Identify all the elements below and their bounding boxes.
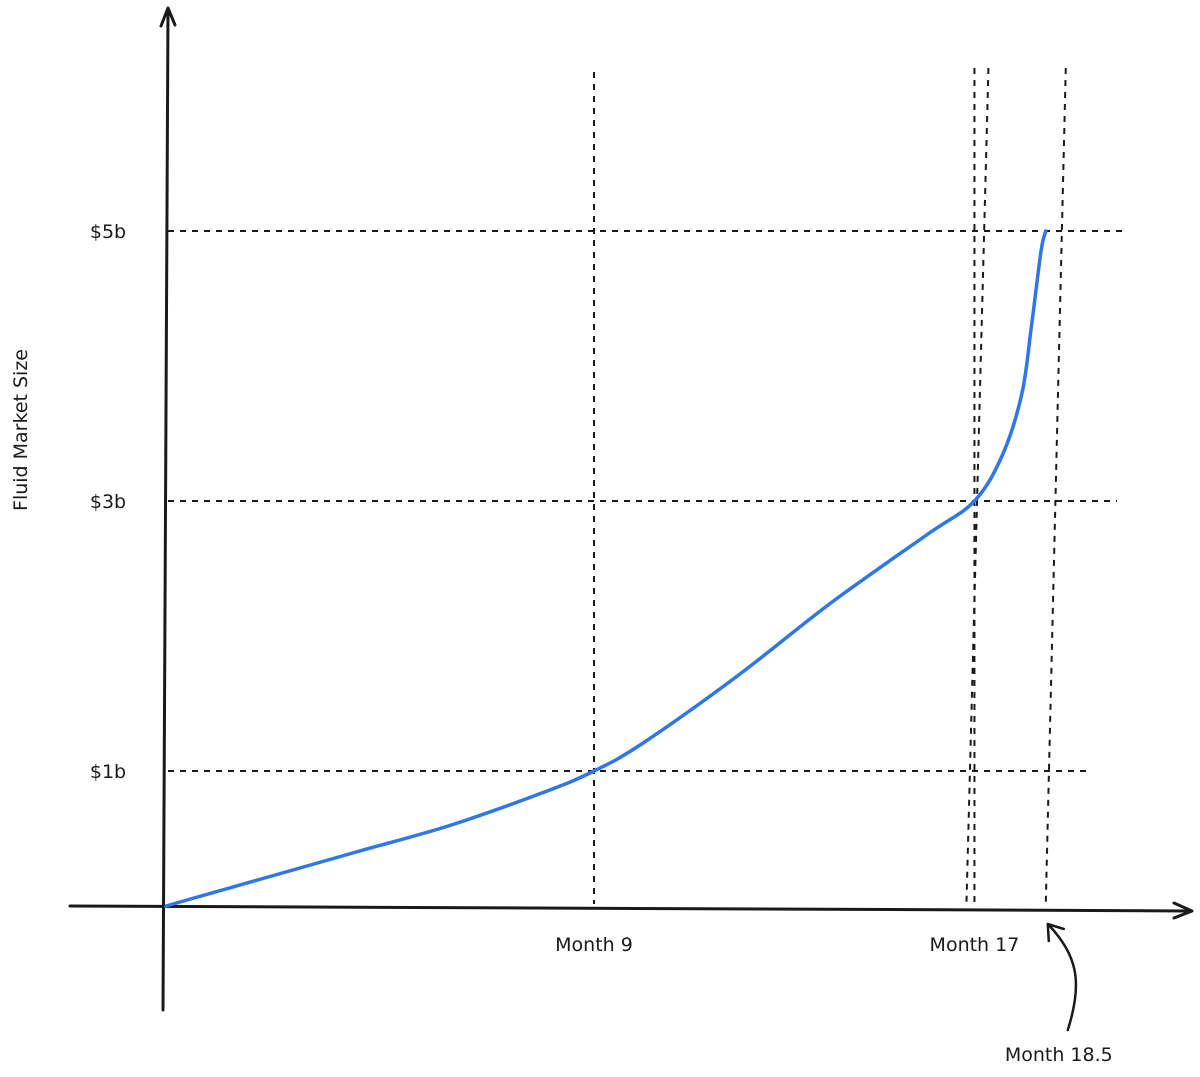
- annotations: Month 18.5: [1005, 922, 1113, 1066]
- annotation-arrowhead: [1046, 922, 1066, 943]
- y-tick-label: $3b: [90, 491, 126, 513]
- x-axis: [68, 904, 1192, 913]
- y-tick-label: $5b: [90, 221, 126, 243]
- series-line: [164, 229, 1048, 908]
- tick-labels: $1b $3b $5b Month 9 Month 17: [90, 221, 1019, 956]
- y-axis-label: Fluid Market Size: [10, 349, 32, 511]
- v-guide-line-annotation: [1044, 67, 1067, 905]
- y-tick-label: $1b: [90, 761, 126, 783]
- x-tick-label: Month 17: [930, 934, 1020, 956]
- x-axis-arrowhead: [1172, 901, 1194, 920]
- series-group: [164, 229, 1048, 908]
- y-axis: [161, 8, 170, 1012]
- x-tick-label: Month 9: [555, 934, 633, 956]
- annotation-arrow: [1048, 924, 1078, 1032]
- v-guide-line-secondary: [965, 67, 990, 905]
- guide-lines: [168, 67, 1123, 905]
- axes: [68, 6, 1194, 1012]
- annotation-label: Month 18.5: [1005, 1044, 1113, 1066]
- y-axis-arrowhead: [159, 6, 177, 28]
